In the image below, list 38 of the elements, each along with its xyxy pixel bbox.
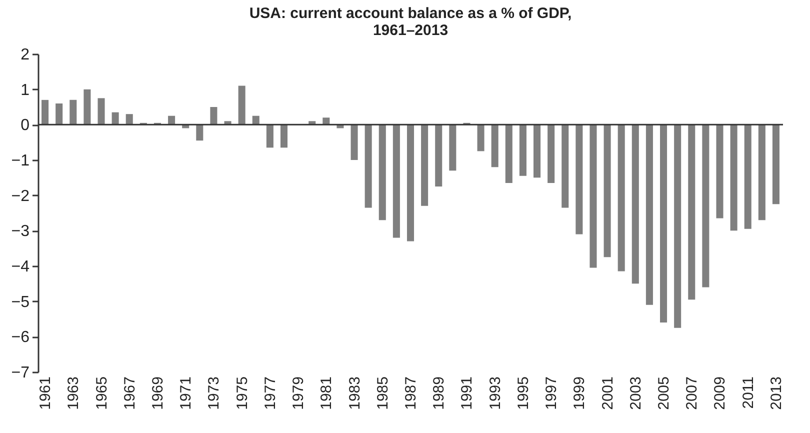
x-tick-label: 2003 <box>627 376 644 410</box>
x-tick-label: 1991 <box>458 376 476 410</box>
x-tick-label: 1963 <box>65 376 82 410</box>
y-tick-label: −2 <box>11 188 30 205</box>
y-tick-label: −3 <box>11 223 30 240</box>
y-tick-label: −4 <box>11 258 30 276</box>
x-tick-label: 1975 <box>234 376 251 410</box>
x-tick-label: 1981 <box>318 376 336 410</box>
y-tick-label: −7 <box>11 364 30 382</box>
x-tick-label: 1999 <box>571 376 588 410</box>
x-tick-label: 1973 <box>206 376 223 410</box>
y-tick-label: 0 <box>20 117 30 134</box>
x-tick-label: 2011 <box>740 376 757 409</box>
x-tick-label: 1965 <box>93 376 110 410</box>
x-tick-label: 1977 <box>262 376 279 410</box>
x-tick-label: 1971 <box>178 376 195 410</box>
x-tick-label: 1969 <box>149 376 166 410</box>
x-tick-label: 1989 <box>430 376 448 410</box>
y-tick-label: 2 <box>20 46 30 64</box>
x-tick-label: 1993 <box>486 376 504 410</box>
y-tick-label: −6 <box>11 329 30 346</box>
x-tick-label: 1967 <box>121 376 138 410</box>
y-tick-label: −5 <box>11 294 30 311</box>
y-tick-label: 1 <box>20 82 30 99</box>
x-tick-label: 1979 <box>290 376 308 410</box>
x-tick-label: 1997 <box>543 376 560 410</box>
x-tick-label: 1983 <box>346 376 364 410</box>
y-tick-label: −1 <box>11 152 30 170</box>
x-tick-label: 2009 <box>712 376 729 410</box>
x-tick-label: 2005 <box>656 376 673 410</box>
chart-title: USA: current account balance as a % of GDP, 1961–2013 <box>249 5 572 39</box>
x-tick-label: 1987 <box>402 376 420 410</box>
x-tick-label: 1985 <box>374 376 392 410</box>
x-tick-label: 2007 <box>684 376 701 410</box>
x-tick-label: 2013 <box>768 376 785 410</box>
x-tick-label: 1961 <box>37 376 54 410</box>
x-tick-label: 1995 <box>514 376 532 410</box>
x-tick-label: 2001 <box>599 376 616 410</box>
